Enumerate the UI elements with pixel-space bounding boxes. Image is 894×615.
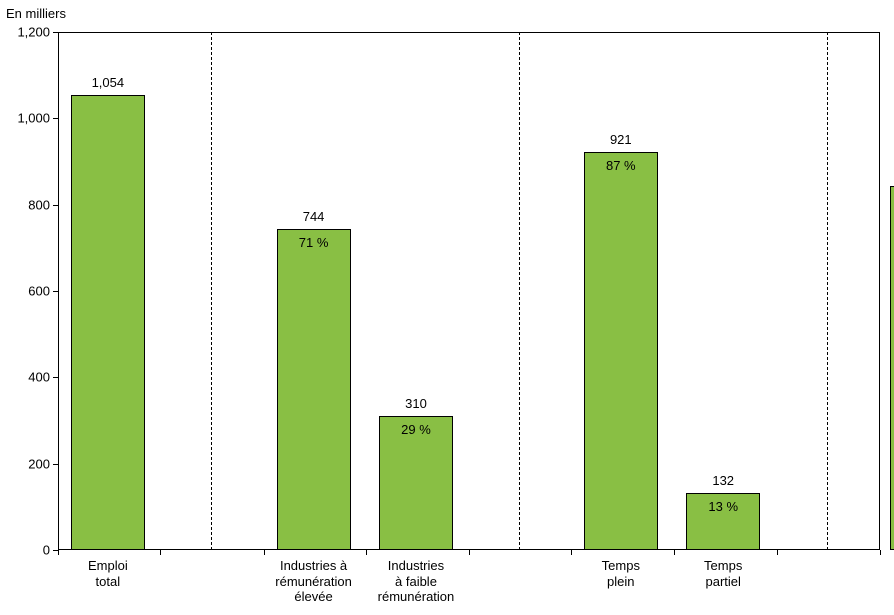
x-category-label: Emploi total	[88, 558, 128, 589]
x-category-label: Industries à faible rémunération	[378, 558, 455, 605]
y-axis-title: En milliers	[6, 6, 66, 21]
bar-value-label: 1,054	[92, 75, 125, 90]
bar	[584, 152, 658, 550]
group-divider	[519, 32, 520, 550]
y-tick-label: 0	[0, 543, 50, 558]
x-tick-mark	[264, 550, 265, 555]
bar	[277, 229, 351, 550]
x-tick-mark	[469, 550, 470, 555]
bar-percent-label: 29 %	[401, 422, 431, 437]
bar-percent-label: 13 %	[708, 499, 738, 514]
x-tick-mark	[880, 550, 881, 555]
plot-area	[58, 32, 880, 550]
y-tick-mark	[53, 118, 58, 119]
bar-value-label: 921	[610, 132, 632, 147]
y-tick-label: 200	[0, 456, 50, 471]
bar-value-label: 310	[405, 396, 427, 411]
group-divider	[211, 32, 212, 550]
y-tick-label: 1,200	[0, 25, 50, 40]
x-tick-mark	[160, 550, 161, 555]
x-category-label: Industries à rémunération élevée	[275, 558, 352, 605]
x-tick-mark	[777, 550, 778, 555]
y-tick-label: 400	[0, 370, 50, 385]
y-tick-label: 800	[0, 197, 50, 212]
x-tick-mark	[366, 550, 367, 555]
y-tick-mark	[53, 377, 58, 378]
bar-value-label: 132	[712, 473, 734, 488]
y-tick-mark	[53, 205, 58, 206]
y-tick-label: 1,000	[0, 111, 50, 126]
x-category-label: Temps plein	[602, 558, 640, 589]
bar-percent-label: 71 %	[299, 235, 329, 250]
group-divider	[827, 32, 828, 550]
bar	[890, 186, 894, 550]
x-tick-mark	[571, 550, 572, 555]
x-category-label: Temps partiel	[704, 558, 742, 589]
employment-bar-chart: En milliers 0 200 400 600 800 1,000 1,200 1,054…	[0, 0, 894, 615]
y-tick-mark	[53, 32, 58, 33]
y-tick-mark	[53, 464, 58, 465]
bar-percent-label: 87 %	[606, 158, 636, 173]
x-tick-mark	[58, 550, 59, 555]
y-tick-label: 600	[0, 284, 50, 299]
x-tick-mark	[674, 550, 675, 555]
bar	[71, 95, 145, 550]
y-tick-mark	[53, 291, 58, 292]
bar-value-label: 744	[303, 209, 325, 224]
